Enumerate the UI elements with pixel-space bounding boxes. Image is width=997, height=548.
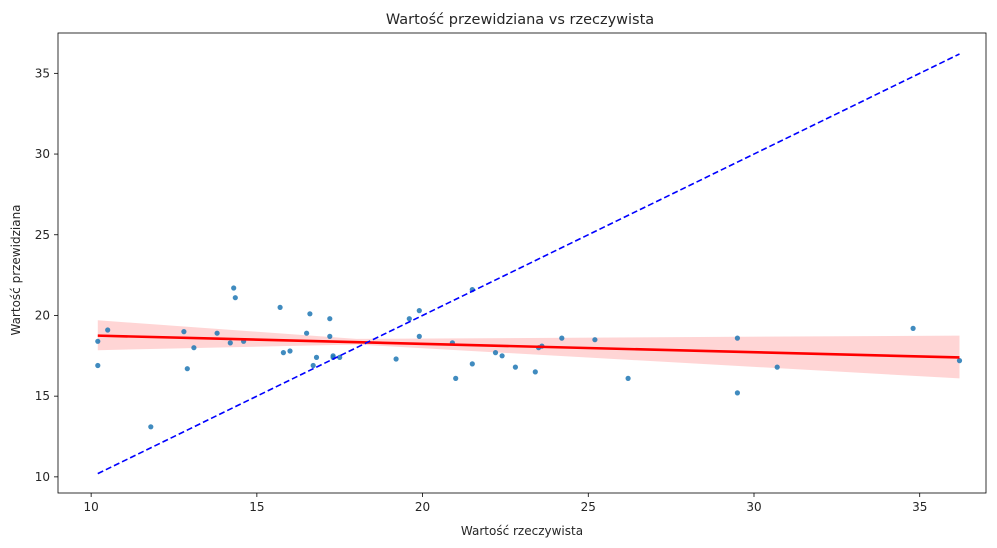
y-axis-label: Wartość przewidziana bbox=[9, 204, 23, 335]
data-point bbox=[231, 285, 237, 291]
data-point bbox=[277, 304, 283, 310]
confidence-band bbox=[97, 320, 960, 379]
data-point bbox=[416, 333, 422, 339]
x-tick-label: 20 bbox=[415, 500, 430, 514]
data-point bbox=[625, 375, 631, 381]
data-point bbox=[184, 366, 190, 372]
data-point bbox=[181, 329, 187, 335]
data-point bbox=[512, 364, 519, 370]
data-point bbox=[393, 356, 399, 362]
data-point bbox=[327, 333, 333, 339]
data-point bbox=[313, 354, 320, 360]
data-point bbox=[327, 316, 333, 322]
x-tick-label: 15 bbox=[249, 500, 264, 514]
y-tick-label: 15 bbox=[35, 389, 50, 403]
data-point bbox=[734, 335, 741, 341]
x-tick-label: 30 bbox=[746, 500, 761, 514]
data-point bbox=[330, 353, 336, 359]
data-point bbox=[774, 364, 780, 370]
data-point bbox=[910, 325, 916, 331]
y-tick-label: 25 bbox=[35, 228, 50, 242]
y-tick-label: 30 bbox=[35, 147, 50, 161]
y-tick-label: 35 bbox=[35, 66, 50, 80]
y-tick-label: 10 bbox=[35, 470, 50, 484]
x-tick-label: 25 bbox=[581, 500, 596, 514]
y-axis-ticks: 10 15 20 25 30 35 bbox=[35, 66, 58, 484]
fit-lines bbox=[97, 53, 960, 475]
data-point bbox=[416, 308, 422, 314]
identity-line bbox=[97, 53, 960, 475]
data-point bbox=[956, 358, 963, 364]
data-point bbox=[734, 390, 741, 396]
data-point bbox=[304, 330, 310, 336]
data-point bbox=[337, 354, 343, 360]
data-point bbox=[105, 327, 111, 333]
data-point bbox=[469, 361, 475, 367]
data-point bbox=[95, 362, 101, 369]
x-tick-label: 10 bbox=[84, 500, 99, 514]
chart-title: Wartość przewidziana vs rzeczywista bbox=[386, 12, 654, 28]
data-point bbox=[499, 353, 505, 359]
regression-line bbox=[97, 334, 960, 359]
x-axis-label: Wartość rzeczywista bbox=[461, 524, 583, 538]
data-point bbox=[307, 311, 313, 317]
x-axis-ticks: 10 15 20 25 30 35 bbox=[84, 493, 927, 514]
data-point bbox=[492, 350, 499, 356]
data-point bbox=[287, 348, 293, 354]
data-point bbox=[592, 337, 598, 343]
confidence-band-layer bbox=[97, 320, 960, 379]
data-point bbox=[559, 335, 565, 341]
data-point bbox=[214, 330, 220, 336]
data-point bbox=[406, 316, 412, 322]
data-point bbox=[453, 375, 459, 381]
data-point bbox=[148, 424, 154, 430]
data-point bbox=[280, 350, 286, 356]
data-point bbox=[232, 295, 238, 301]
data-point bbox=[310, 362, 316, 369]
x-tick-label: 35 bbox=[912, 500, 927, 514]
data-point bbox=[191, 345, 197, 351]
data-point bbox=[227, 340, 233, 346]
y-tick-label: 20 bbox=[35, 308, 50, 322]
data-point bbox=[532, 369, 538, 375]
plot-frame bbox=[57, 32, 987, 494]
data-point bbox=[95, 338, 101, 344]
